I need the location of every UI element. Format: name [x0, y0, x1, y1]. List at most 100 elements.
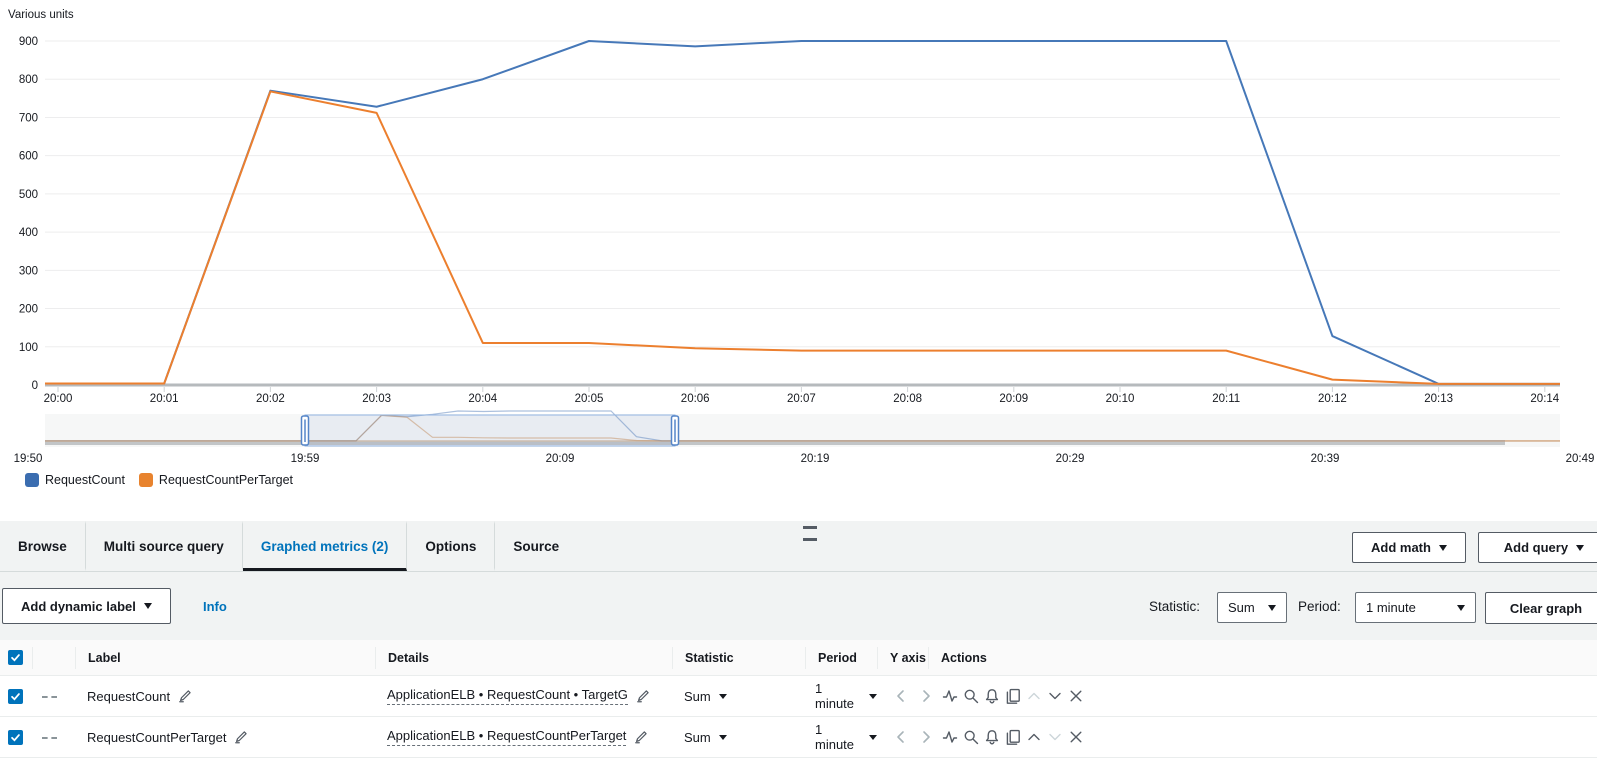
statistic-value: Sum: [1228, 600, 1255, 615]
navigator-tick-label: 20:09: [546, 453, 575, 465]
caret-down-icon: [143, 603, 152, 609]
remove-metric-icon[interactable]: [1068, 688, 1084, 704]
add-math-button[interactable]: Add math: [1352, 532, 1466, 563]
y-tick-label: 500: [19, 189, 38, 201]
chart-legend: RequestCount RequestCountPerTarget: [25, 473, 293, 487]
move-down-icon[interactable]: [1047, 688, 1063, 704]
metric-color-picker[interactable]: [42, 735, 57, 739]
series-line-RequestCountPerTarget: [45, 90, 1560, 385]
x-tick-label: 20:10: [1106, 393, 1135, 405]
graphed-metrics-table: Label Details Statistic Period Y axis Ac…: [0, 640, 1597, 771]
header-actions: Actions: [928, 646, 1597, 669]
clear-graph-button[interactable]: Clear graph: [1485, 592, 1597, 624]
legend-item[interactable]: RequestCountPerTarget: [138, 473, 293, 487]
row-checkbox[interactable]: [8, 688, 23, 704]
table-header-row: Label Details Statistic Period Y axis Ac…: [0, 640, 1597, 676]
alarm-bell-icon[interactable]: [984, 729, 1000, 745]
tab-options[interactable]: Options: [407, 521, 496, 571]
row-statistic-value: Sum: [684, 688, 711, 704]
legend-swatch-icon: [25, 473, 39, 487]
edit-pencil-icon[interactable]: [634, 730, 648, 744]
y-axis-left-icon[interactable]: [893, 688, 909, 704]
search-icon[interactable]: [963, 729, 979, 745]
row-period-select[interactable]: 1 minute: [805, 722, 877, 752]
search-icon[interactable]: [963, 688, 979, 704]
duplicate-icon[interactable]: [1005, 729, 1021, 745]
legend-swatch-icon: [138, 473, 153, 487]
navigator-tick-label: 20:29: [1056, 453, 1085, 465]
pulse-icon[interactable]: [942, 688, 958, 704]
select-all-checkbox[interactable]: [8, 650, 23, 665]
x-tick-label: 20:05: [575, 393, 604, 405]
legend-item[interactable]: RequestCount: [25, 473, 125, 487]
navigator-tick-label: 19:59: [291, 453, 320, 465]
info-link[interactable]: Info: [203, 599, 227, 614]
header-label: Label: [75, 646, 375, 669]
remove-metric-icon[interactable]: [1068, 729, 1084, 745]
move-down-icon[interactable]: [1047, 729, 1063, 745]
move-up-icon[interactable]: [1026, 729, 1042, 745]
caret-down-icon: [869, 693, 877, 699]
panel-resize-handle-icon[interactable]: [803, 526, 817, 541]
clear-graph-label: Clear graph: [1509, 600, 1583, 616]
navigator-tick-label: 20:49: [1566, 453, 1595, 465]
tab-source[interactable]: Source: [513, 538, 560, 554]
header-y-axis: Y axis: [877, 646, 928, 669]
table-row: RequestCount ApplicationELB • RequestCou…: [0, 676, 1597, 717]
add-dynamic-label-button[interactable]: Add dynamic label: [2, 588, 171, 624]
metric-color-picker[interactable]: [42, 694, 57, 698]
tab-multi-source-query[interactable]: Multi source query: [86, 521, 243, 571]
check-icon: [11, 692, 20, 701]
y-tick-label: 0: [32, 380, 38, 392]
metrics-chart: Various units 0 100 200 300 400 500 600 700 800 90…: [8, 9, 1595, 465]
metrics-bottom-panel: Browse Multi source query Graphed metric…: [0, 521, 1597, 771]
pulse-icon[interactable]: [942, 729, 958, 745]
x-tick-label: 20:13: [1424, 393, 1453, 405]
add-dynamic-label-text: Add dynamic label: [21, 598, 136, 614]
statistic-select[interactable]: Sum: [1217, 592, 1287, 623]
tab-browse[interactable]: Browse: [0, 521, 86, 571]
x-tick-label: 20:00: [44, 393, 73, 405]
tab-graphed-metrics[interactable]: Graphed metrics (2): [242, 521, 408, 571]
period-label: Period:: [1298, 599, 1341, 614]
x-tick-label: 20:02: [256, 393, 285, 405]
header-statistic: Statistic: [672, 646, 805, 669]
table-row: RequestCountPerTarget ApplicationELB • R…: [0, 717, 1597, 758]
alarm-bell-icon[interactable]: [984, 688, 1000, 704]
metric-details[interactable]: ApplicationELB • RequestCount • TargetG: [387, 687, 628, 705]
edit-pencil-icon[interactable]: [636, 689, 650, 703]
header-period: Period: [805, 646, 877, 669]
period-select[interactable]: 1 minute: [1355, 592, 1476, 623]
move-up-icon[interactable]: [1026, 688, 1042, 704]
metric-label: RequestCountPerTarget: [87, 729, 227, 745]
metric-details[interactable]: ApplicationELB • RequestCountPerTarget: [387, 728, 627, 746]
row-period-value: 1 minute: [815, 722, 855, 752]
y-axis-right-icon[interactable]: [918, 688, 934, 704]
y-tick-label: 200: [19, 304, 38, 316]
caret-down-icon: [718, 693, 727, 699]
x-tick-label: 20:08: [893, 393, 922, 405]
statistic-label: Statistic:: [1149, 599, 1201, 614]
row-statistic-select[interactable]: Sum: [672, 730, 805, 745]
navigator-selection[interactable]: [304, 414, 676, 447]
row-period-select[interactable]: 1 minute: [805, 681, 877, 711]
graphed-metrics-toolbar: Add dynamic label Info Statistic: Sum Pe…: [0, 572, 1597, 640]
header-color: [32, 646, 75, 669]
y-axis-left-icon[interactable]: [893, 729, 909, 745]
navigator-tick-label: 20:19: [801, 453, 830, 465]
x-tick-label: 20:06: [681, 393, 710, 405]
row-checkbox[interactable]: [8, 729, 23, 745]
x-tick-label: 20:12: [1318, 393, 1347, 405]
header-details: Details: [375, 646, 672, 669]
navigator-mini-line-RequestCountPerTarget: [45, 414, 1560, 442]
row-statistic-select[interactable]: Sum: [672, 689, 805, 704]
edit-pencil-icon[interactable]: [234, 730, 248, 744]
y-axis-right-icon[interactable]: [918, 729, 934, 745]
caret-down-icon: [1576, 544, 1585, 551]
edit-pencil-icon[interactable]: [178, 689, 192, 703]
x-tick-label: 20:01: [150, 393, 179, 405]
add-query-button[interactable]: Add query: [1477, 532, 1597, 563]
y-tick-label: 400: [19, 227, 38, 239]
duplicate-icon[interactable]: [1005, 688, 1021, 704]
